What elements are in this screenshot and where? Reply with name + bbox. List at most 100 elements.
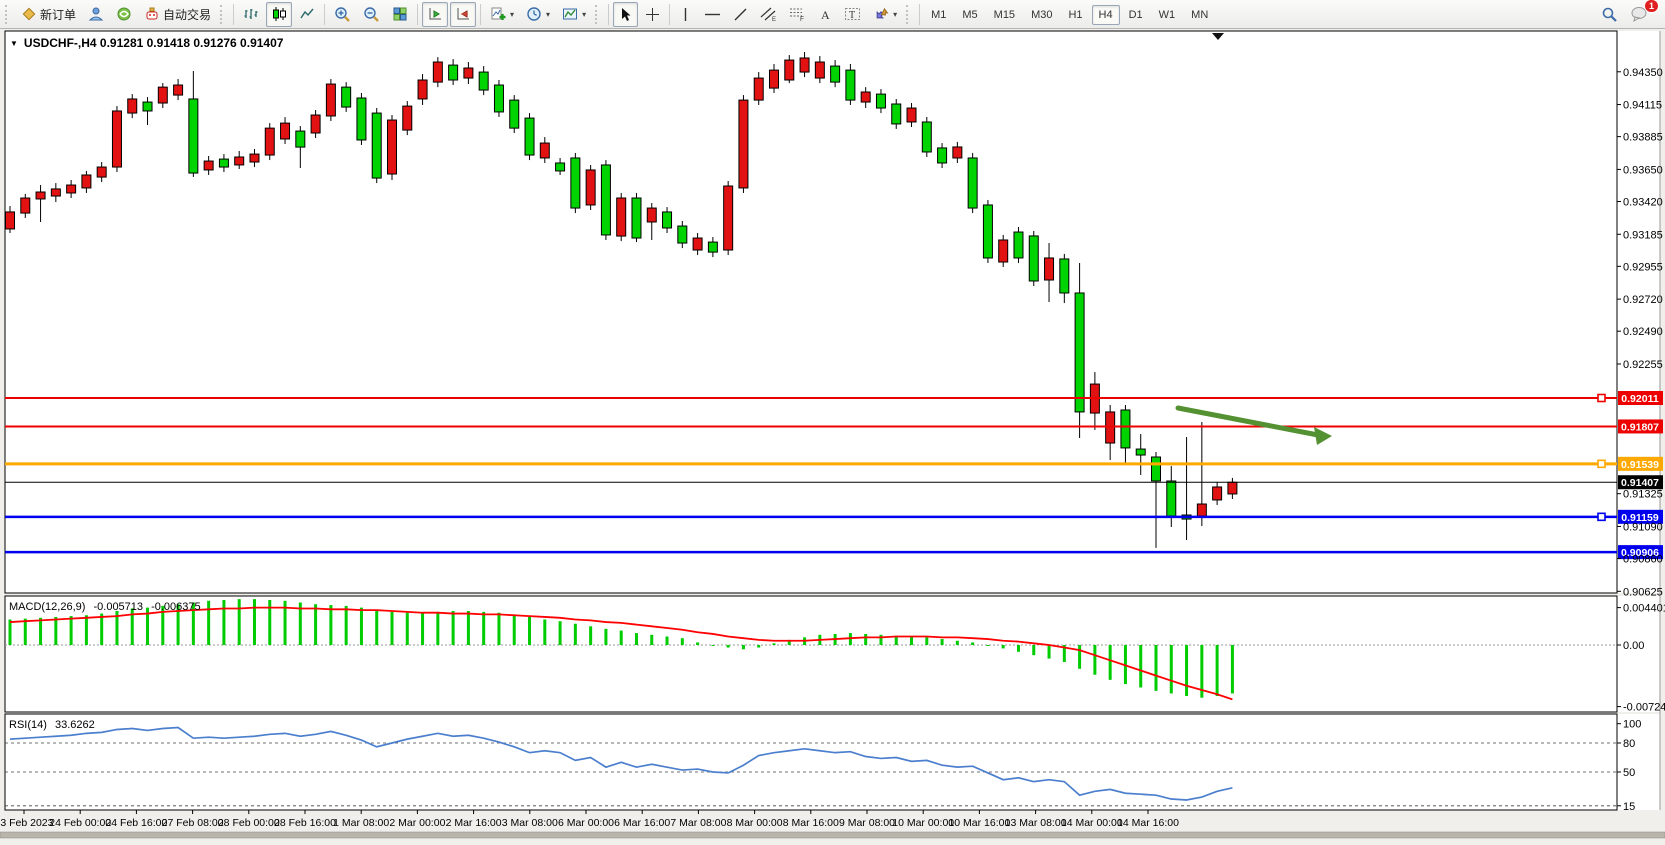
toolbar-separator <box>919 3 921 25</box>
channel-button[interactable]: E <box>755 2 782 27</box>
bar-chart-icon <box>244 9 258 19</box>
toolbar-grip[interactable] <box>906 4 913 24</box>
macd-bar <box>512 614 516 645</box>
toolbar-grip[interactable] <box>595 4 602 24</box>
timeframe-D1[interactable]: D1 <box>1128 9 1143 21</box>
candle <box>1151 456 1161 482</box>
macd-bar <box>1047 645 1051 659</box>
macd-bar <box>543 619 547 645</box>
horizontal-line-button[interactable] <box>699 2 726 27</box>
time-axis-label: 8 Mar 16:00 <box>783 817 839 829</box>
svg-text:A: A <box>821 8 830 22</box>
periods-button[interactable]: ▾ <box>521 2 555 27</box>
candle <box>1120 409 1131 449</box>
macd-bar <box>191 602 195 645</box>
macd-bar <box>971 642 975 645</box>
timeframe-H4[interactable]: H4 <box>1091 5 1120 25</box>
time-axis-label: 10 Mar 00:00 <box>892 817 954 829</box>
level-drag-handle[interactable] <box>1597 393 1606 403</box>
level-drag-handle[interactable] <box>1597 512 1606 522</box>
price-badge <box>1618 509 1663 524</box>
horizontal-scrollbar[interactable] <box>0 831 1665 839</box>
timeframe-M5[interactable]: M5 <box>962 9 978 21</box>
zoom-in-button[interactable] <box>329 2 356 27</box>
fibonacci-button[interactable]: F <box>784 2 811 27</box>
timeframe-M1[interactable]: M1 <box>931 9 947 21</box>
text-button[interactable]: A <box>813 2 837 27</box>
timeframe-W1[interactable]: W1 <box>1158 9 1176 21</box>
price-badge <box>1618 419 1663 434</box>
macd-signal-line <box>9 606 1233 701</box>
candle <box>906 107 917 123</box>
candle <box>814 61 825 79</box>
label-button[interactable]: T <box>839 2 866 27</box>
macd-bar <box>955 640 959 645</box>
search-icon <box>1602 7 1617 22</box>
chevron-down-icon: ▾ <box>582 9 587 19</box>
autotrading-button[interactable]: 自动交易 <box>139 2 216 27</box>
macd-bar <box>604 628 608 645</box>
level-drag-handle[interactable] <box>1597 459 1606 469</box>
svg-text:0.91159: 0.91159 <box>1621 512 1659 524</box>
vertical-line-button[interactable] <box>674 2 697 27</box>
arrows-button[interactable]: ▾ <box>868 2 902 27</box>
chat-button[interactable]: 1 <box>1625 0 1659 27</box>
zoom-out-button[interactable] <box>358 2 385 27</box>
candle <box>157 86 168 104</box>
trendline-button[interactable] <box>728 2 753 27</box>
toolbar-grip[interactable] <box>220 4 227 24</box>
chart-shift-marker[interactable] <box>1212 33 1224 40</box>
macd-bar <box>741 645 745 650</box>
macd-bar <box>252 599 256 645</box>
macd-bar <box>772 643 776 645</box>
time-axis-label: 24 Feb 00:00 <box>49 817 111 829</box>
macd-bar <box>879 634 883 645</box>
cursor-button[interactable] <box>613 1 639 27</box>
candlestick-chart-icon <box>273 7 287 21</box>
bar-chart-button[interactable] <box>238 2 264 27</box>
svg-text:0.91325: 0.91325 <box>1623 489 1663 501</box>
candle <box>5 211 15 230</box>
timeframe-MN[interactable]: MN <box>1191 9 1209 21</box>
candle <box>555 162 566 172</box>
candle <box>952 146 963 159</box>
candle <box>188 98 199 174</box>
market-button[interactable] <box>111 2 137 27</box>
tile-windows-button[interactable] <box>387 2 413 27</box>
timeframe-M30[interactable]: M30 <box>1031 9 1053 21</box>
svg-text:0.94350: 0.94350 <box>1623 67 1663 79</box>
candlestick-chart-button[interactable] <box>266 1 293 27</box>
timeframe-H1[interactable]: H1 <box>1068 9 1083 21</box>
timeframe-M15[interactable]: M15 <box>993 9 1016 21</box>
svg-text:0.94115: 0.94115 <box>1623 100 1662 112</box>
auto-scroll-icon <box>429 8 442 20</box>
search-button[interactable] <box>1596 2 1623 27</box>
auto-scroll-button[interactable] <box>422 1 449 27</box>
toolbar-grip[interactable] <box>5 4 12 24</box>
line-chart-button[interactable] <box>294 2 320 27</box>
candle <box>1227 481 1238 495</box>
time-axis-label: 10 Mar 16:00 <box>948 817 1010 829</box>
candle <box>1059 258 1070 294</box>
templates-button[interactable]: ▾ <box>557 2 591 27</box>
price-badge <box>1618 456 1663 471</box>
profile-button[interactable] <box>83 2 109 27</box>
macd-bar <box>589 626 593 645</box>
trend-arrow[interactable] <box>1175 405 1332 445</box>
time-axis-label: 6 Mar 16:00 <box>614 817 670 829</box>
price-badge <box>1618 475 1663 490</box>
time-axis-label: 27 Feb 08:00 <box>162 817 224 829</box>
new-order-button[interactable]: 新订单 <box>16 2 81 27</box>
new-order-label: 新订单 <box>40 7 77 22</box>
candle <box>1212 486 1223 501</box>
crosshair-button[interactable] <box>640 2 665 27</box>
svg-text:0.91539: 0.91539 <box>1621 459 1659 471</box>
candle <box>1044 257 1055 281</box>
indicators-button[interactable]: ▾ <box>485 2 519 27</box>
chart-dropdown-arrow[interactable]: ▼ <box>10 38 18 48</box>
macd-bar <box>268 599 272 645</box>
macd-bar <box>436 611 440 645</box>
svg-text:E: E <box>772 17 776 22</box>
chart-shift-button[interactable] <box>450 1 477 27</box>
